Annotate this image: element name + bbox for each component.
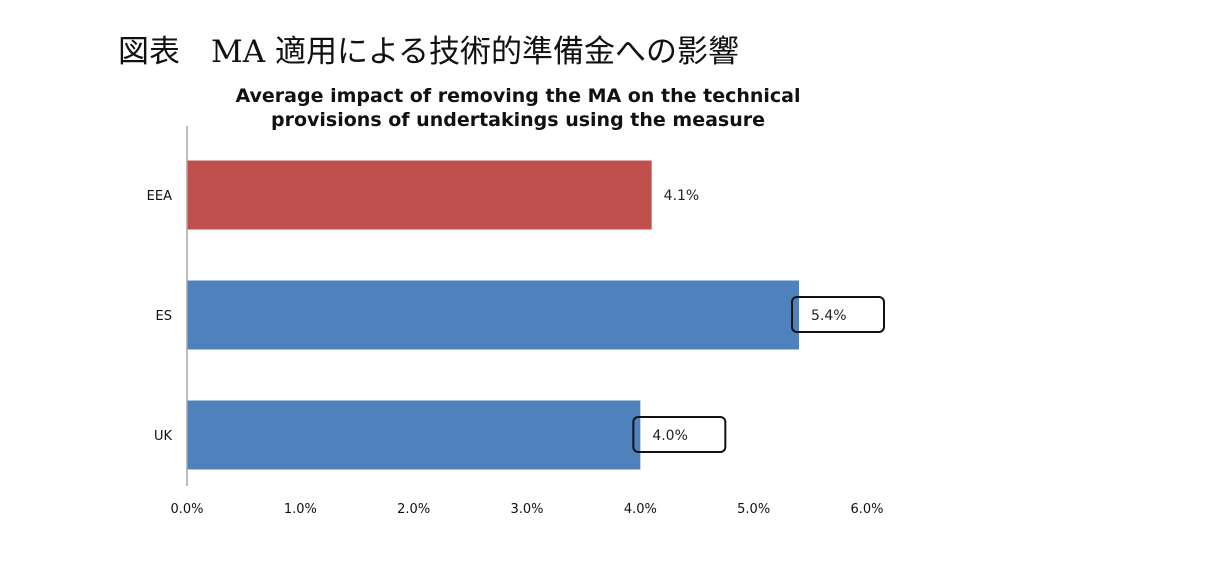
category-label: ES: [156, 309, 172, 324]
value-label: 5.4%: [811, 308, 847, 324]
value-label-box: [791, 296, 885, 333]
x-tick-label: 5.0%: [737, 502, 770, 517]
page-heading: 図表 MA 適用による技術的準備金への影響: [118, 34, 740, 70]
chart-title: Average impact of removing the MA on the…: [235, 85, 801, 131]
value-label: 4.1%: [664, 188, 700, 204]
x-tick-label: 3.0%: [510, 502, 543, 517]
x-tick-label: 4.0%: [624, 502, 657, 517]
value-label: 4.0%: [652, 428, 688, 444]
x-tick-label: 1.0%: [284, 502, 317, 517]
x-tick-label: 0.0%: [170, 502, 203, 517]
bar: [187, 160, 652, 230]
value-label-box: [632, 416, 727, 453]
bar: [187, 400, 641, 470]
bar: [187, 280, 799, 350]
category-label: EEA: [147, 189, 172, 204]
category-label: UK: [154, 429, 173, 444]
x-tick-label: 6.0%: [850, 502, 883, 517]
x-tick-label: 2.0%: [397, 502, 430, 517]
